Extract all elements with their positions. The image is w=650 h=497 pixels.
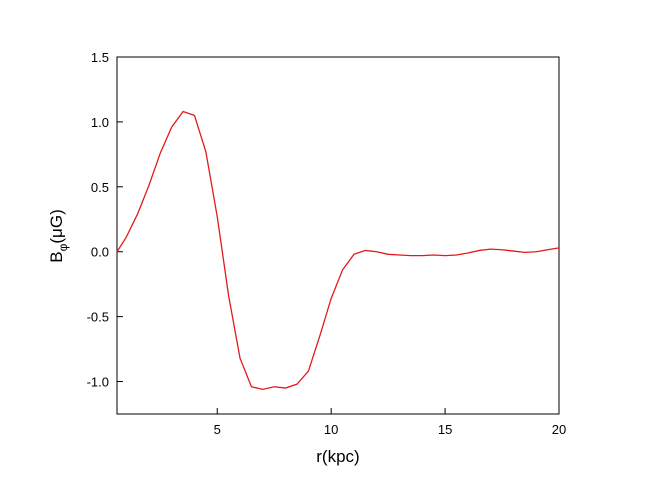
plot-frame — [116, 56, 560, 415]
y-tick-label: -1.0 — [87, 375, 109, 390]
y-tick-label: 0.0 — [91, 245, 109, 260]
y-tick-label: 1.0 — [91, 115, 109, 130]
data-line — [116, 110, 560, 390]
x-tick-label: 5 — [214, 422, 221, 437]
y-tick-label: 0.5 — [91, 180, 109, 195]
x-tick-label: 15 — [438, 422, 452, 437]
y-axis-label: Bφ(μG) — [47, 209, 70, 262]
y-label-subscript: φ — [56, 243, 70, 251]
x-axis-label: r(kpc) — [316, 447, 359, 466]
y-tick-label: 1.5 — [91, 50, 109, 65]
y-tick-label: -0.5 — [87, 310, 109, 325]
y-label-main: B — [47, 251, 66, 262]
x-tick-label: 20 — [552, 422, 566, 437]
x-tick-label: 10 — [324, 422, 338, 437]
y-label-unit: (μG) — [47, 209, 66, 243]
